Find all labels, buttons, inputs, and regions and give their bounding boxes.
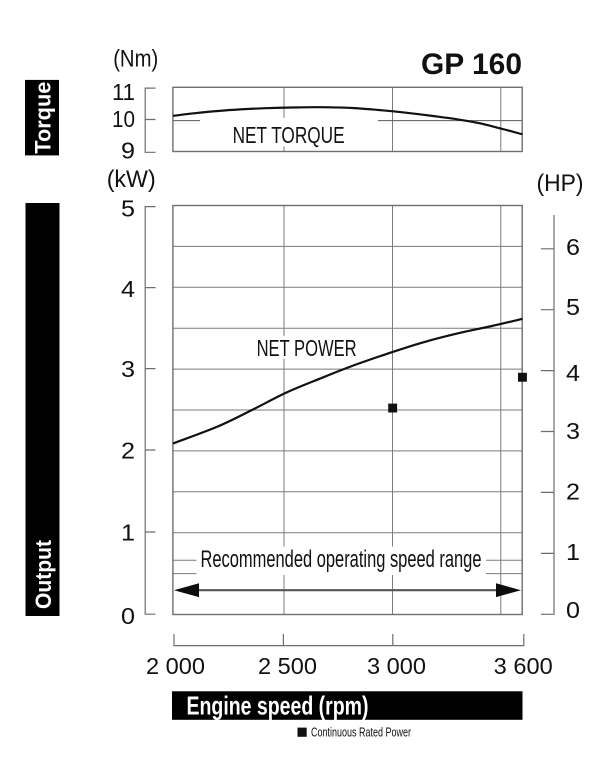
svg-text:10: 10 [112, 106, 135, 132]
svg-text:4: 4 [566, 360, 580, 386]
svg-text:3 000: 3 000 [367, 653, 426, 679]
svg-text:Output: Output [31, 539, 56, 609]
svg-text:GP 160: GP 160 [421, 48, 522, 81]
svg-text:2 500: 2 500 [258, 653, 317, 679]
svg-text:1: 1 [121, 519, 135, 545]
svg-text:Engine speed (rpm): Engine speed (rpm) [187, 691, 369, 721]
svg-text:NET TORQUE: NET TORQUE [233, 122, 345, 148]
svg-text:Torque: Torque [30, 82, 55, 154]
svg-text:6: 6 [566, 234, 580, 260]
svg-text:3: 3 [566, 418, 580, 444]
svg-text:3: 3 [121, 356, 135, 382]
svg-text:0: 0 [566, 597, 580, 623]
svg-text:5: 5 [121, 196, 135, 222]
svg-text:NET POWER: NET POWER [257, 335, 357, 361]
svg-text:3 600: 3 600 [494, 653, 553, 679]
svg-text:(kW): (kW) [107, 166, 156, 193]
svg-text:0: 0 [121, 603, 135, 629]
svg-text:4: 4 [121, 276, 135, 302]
svg-text:Continuous Rated Power: Continuous Rated Power [311, 725, 411, 740]
svg-text:2: 2 [566, 479, 580, 505]
svg-text:Recommended operating speed ra: Recommended operating speed range [201, 546, 482, 573]
svg-text:9: 9 [121, 138, 135, 164]
svg-text:(HP): (HP) [537, 170, 584, 197]
svg-text:11: 11 [112, 79, 135, 105]
svg-text:(Nm): (Nm) [113, 45, 158, 72]
svg-text:5: 5 [566, 294, 580, 320]
svg-text:2 000: 2 000 [146, 653, 205, 679]
svg-text:1: 1 [566, 539, 580, 565]
svg-text:2: 2 [121, 438, 135, 464]
